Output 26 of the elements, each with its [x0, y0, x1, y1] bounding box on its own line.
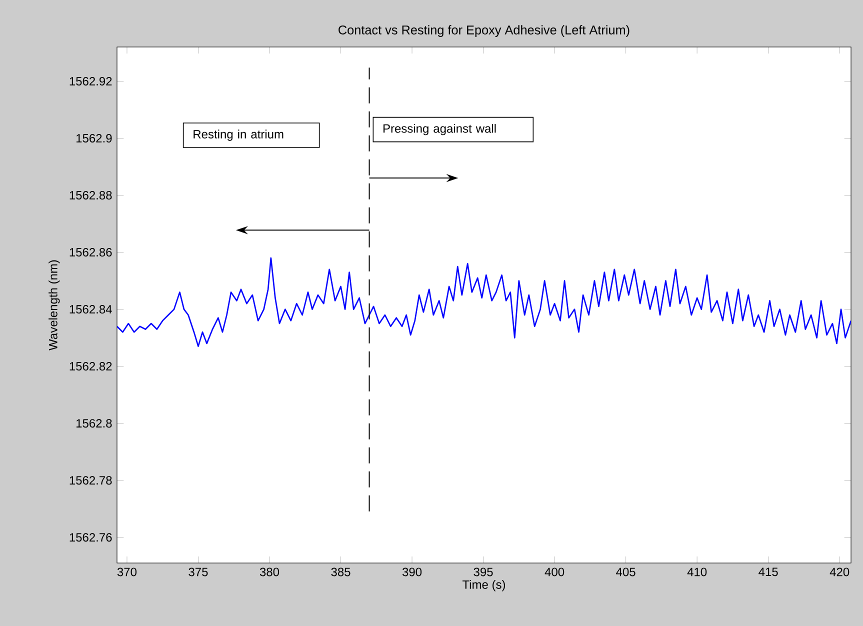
annotation: Resting in atrium [194, 130, 284, 141]
x-tick-label: 405 [616, 568, 636, 576]
y-tick-label: 1562.82 [70, 362, 112, 371]
y-tick-label: 1562.84 [70, 305, 112, 314]
y-tick-label: 1562.76 [70, 533, 112, 542]
x-tick-label: 390 [402, 568, 422, 576]
x-axis-title: Time (s) [462, 580, 506, 592]
annotation: Pressing against wall [383, 124, 496, 136]
x-tick-label: 380 [260, 568, 280, 576]
x-tick-label: 420 [830, 568, 850, 576]
y-tick-label: 1562.92 [70, 76, 112, 86]
y-tick-label: 1562.78 [70, 476, 112, 485]
x-tick-label: 385 [331, 568, 350, 576]
y-tick-label: 1562.9 [76, 134, 112, 143]
x-tick-label: 375 [188, 568, 208, 576]
x-tick-label: 400 [544, 568, 564, 576]
y-tick-label: 1562.8 [76, 419, 112, 428]
line-series [117, 257, 852, 348]
y-axis-title: Wavelength (nm) [48, 260, 60, 350]
x-tick-label: 410 [687, 568, 707, 576]
x-tick-label: 415 [758, 568, 778, 576]
x-tick-label: 370 [117, 568, 137, 576]
chart-title: Contact vs Resting for Epoxy Adhesive (Left Atrium) [338, 25, 630, 37]
y-tick-label: 1562.86 [70, 248, 112, 257]
x-tick-label: 395 [474, 568, 493, 576]
y-tick-label: 1562.88 [70, 190, 112, 200]
